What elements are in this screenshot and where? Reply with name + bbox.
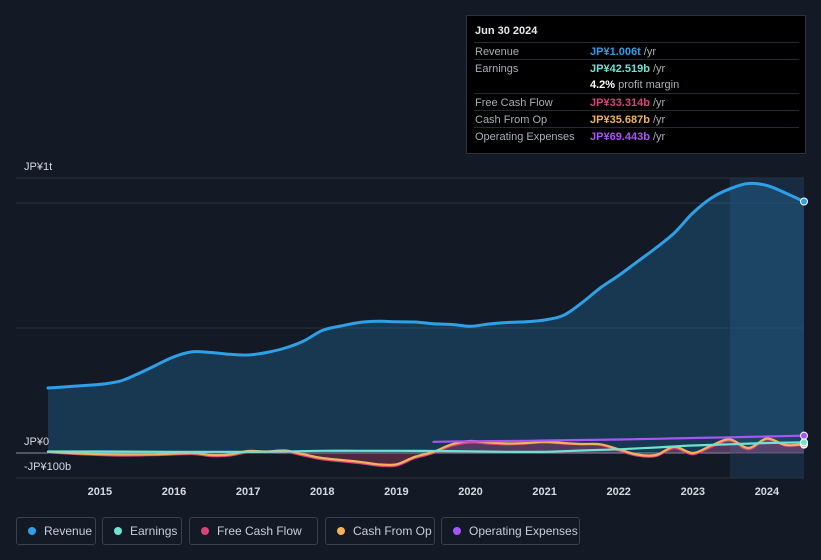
legend-dot-icon [201,527,209,535]
x-tick-label: 2021 [532,486,556,498]
endpoint-operating-expenses [800,431,808,440]
series-line-operating-expenses [432,434,806,443]
tooltip-unit: /yr [652,63,666,75]
legend-label: Revenue [44,524,93,538]
series-area-free-cash-flow [48,439,804,467]
legend-label: Earnings [130,524,178,538]
x-tick-label: 2016 [162,486,186,498]
legend-item-free-cash-flow[interactable]: Free Cash Flow [189,517,318,545]
x-tick-label: 2020 [458,486,482,498]
tooltip-unit: /yr [652,97,666,109]
legend-dot-icon [453,527,461,535]
tooltip-date: Jun 30 2024 [475,25,538,37]
tooltip-unit: /yr [652,114,666,126]
x-tick-label: 2017 [236,486,260,498]
tooltip-row-operating-expenses: Operating Expenses JP¥69.443b/yr [474,127,799,145]
series-layer [46,181,806,468]
tooltip-value: JP¥69.443b [590,131,650,143]
x-tick-label: 2018 [310,486,334,498]
x-tick-label: 2022 [606,486,630,498]
tooltip: Jun 30 2024 Revenue JP¥1.006t/yr Earning… [466,15,806,154]
x-tick-label: 2023 [681,486,705,498]
legend-item-cash-from-op[interactable]: Cash From Op [325,517,435,545]
legend-label: Cash From Op [353,524,432,538]
tooltip-value: JP¥33.314b [590,97,650,109]
series-line-revenue [46,181,806,390]
x-axis-labels: 2015 2016 2017 2018 2019 2020 2021 2022 2023 2024 [88,486,780,498]
legend-label: Operating Expenses [469,524,578,538]
legend-item-revenue[interactable]: Revenue [16,517,96,545]
tooltip-label: Free Cash Flow [475,97,553,109]
tooltip-unit: /yr [643,46,656,58]
tooltip-label: Revenue [475,46,520,58]
legend-dot-icon [114,527,122,535]
series-area-revenue [48,183,804,453]
x-tick-label: 2019 [384,486,408,498]
endpoint-revenue [800,197,808,206]
tooltip-label: Cash From Op [475,114,548,126]
series-line-earnings [46,441,806,453]
gridlines [16,177,804,479]
tooltip-value: JP¥1.006t [590,46,641,58]
legend-item-operating-expenses[interactable]: Operating Expenses [441,517,580,545]
tooltip-row-free-cash-flow: Free Cash Flow JP¥33.314b/yr [474,93,799,111]
y-axis-labels: JP¥1t JP¥0 -JP¥100b [24,161,71,473]
tooltip-row-earnings: Earnings JP¥42.519b/yr [474,59,799,77]
x-tick-label: 2015 [88,486,112,498]
series-endpoints [800,197,808,449]
tooltip-row-cash-from-op: Cash From Op JP¥35.687b/yr [474,110,799,128]
tooltip-value: 4.2% [590,79,616,91]
y-tick-label: JP¥1t [24,161,52,173]
legend-item-earnings[interactable]: Earnings [102,517,182,545]
tooltip-unit: profit margin [618,79,680,91]
endpoint-earnings [800,438,808,447]
tooltip-value: JP¥42.519b [590,63,650,75]
highlight-region [729,178,804,478]
legend-dot-icon [337,527,345,535]
tooltip-unit: /yr [652,131,666,143]
tooltip-label: Operating Expenses [475,131,575,143]
tooltip-row-revenue: Revenue JP¥1.006t/yr [474,42,799,60]
legend-dot-icon [28,527,36,535]
y-tick-label: JP¥0 [24,436,49,448]
tooltip-label: Earnings [475,63,519,75]
x-tick-label: 2024 [755,486,780,498]
legend-label: Free Cash Flow [217,524,302,538]
y-tick-label: -JP¥100b [24,461,71,473]
tooltip-row-profit-margin: 4.2% profit margin [474,76,799,93]
tooltip-value: JP¥35.687b [590,114,650,126]
